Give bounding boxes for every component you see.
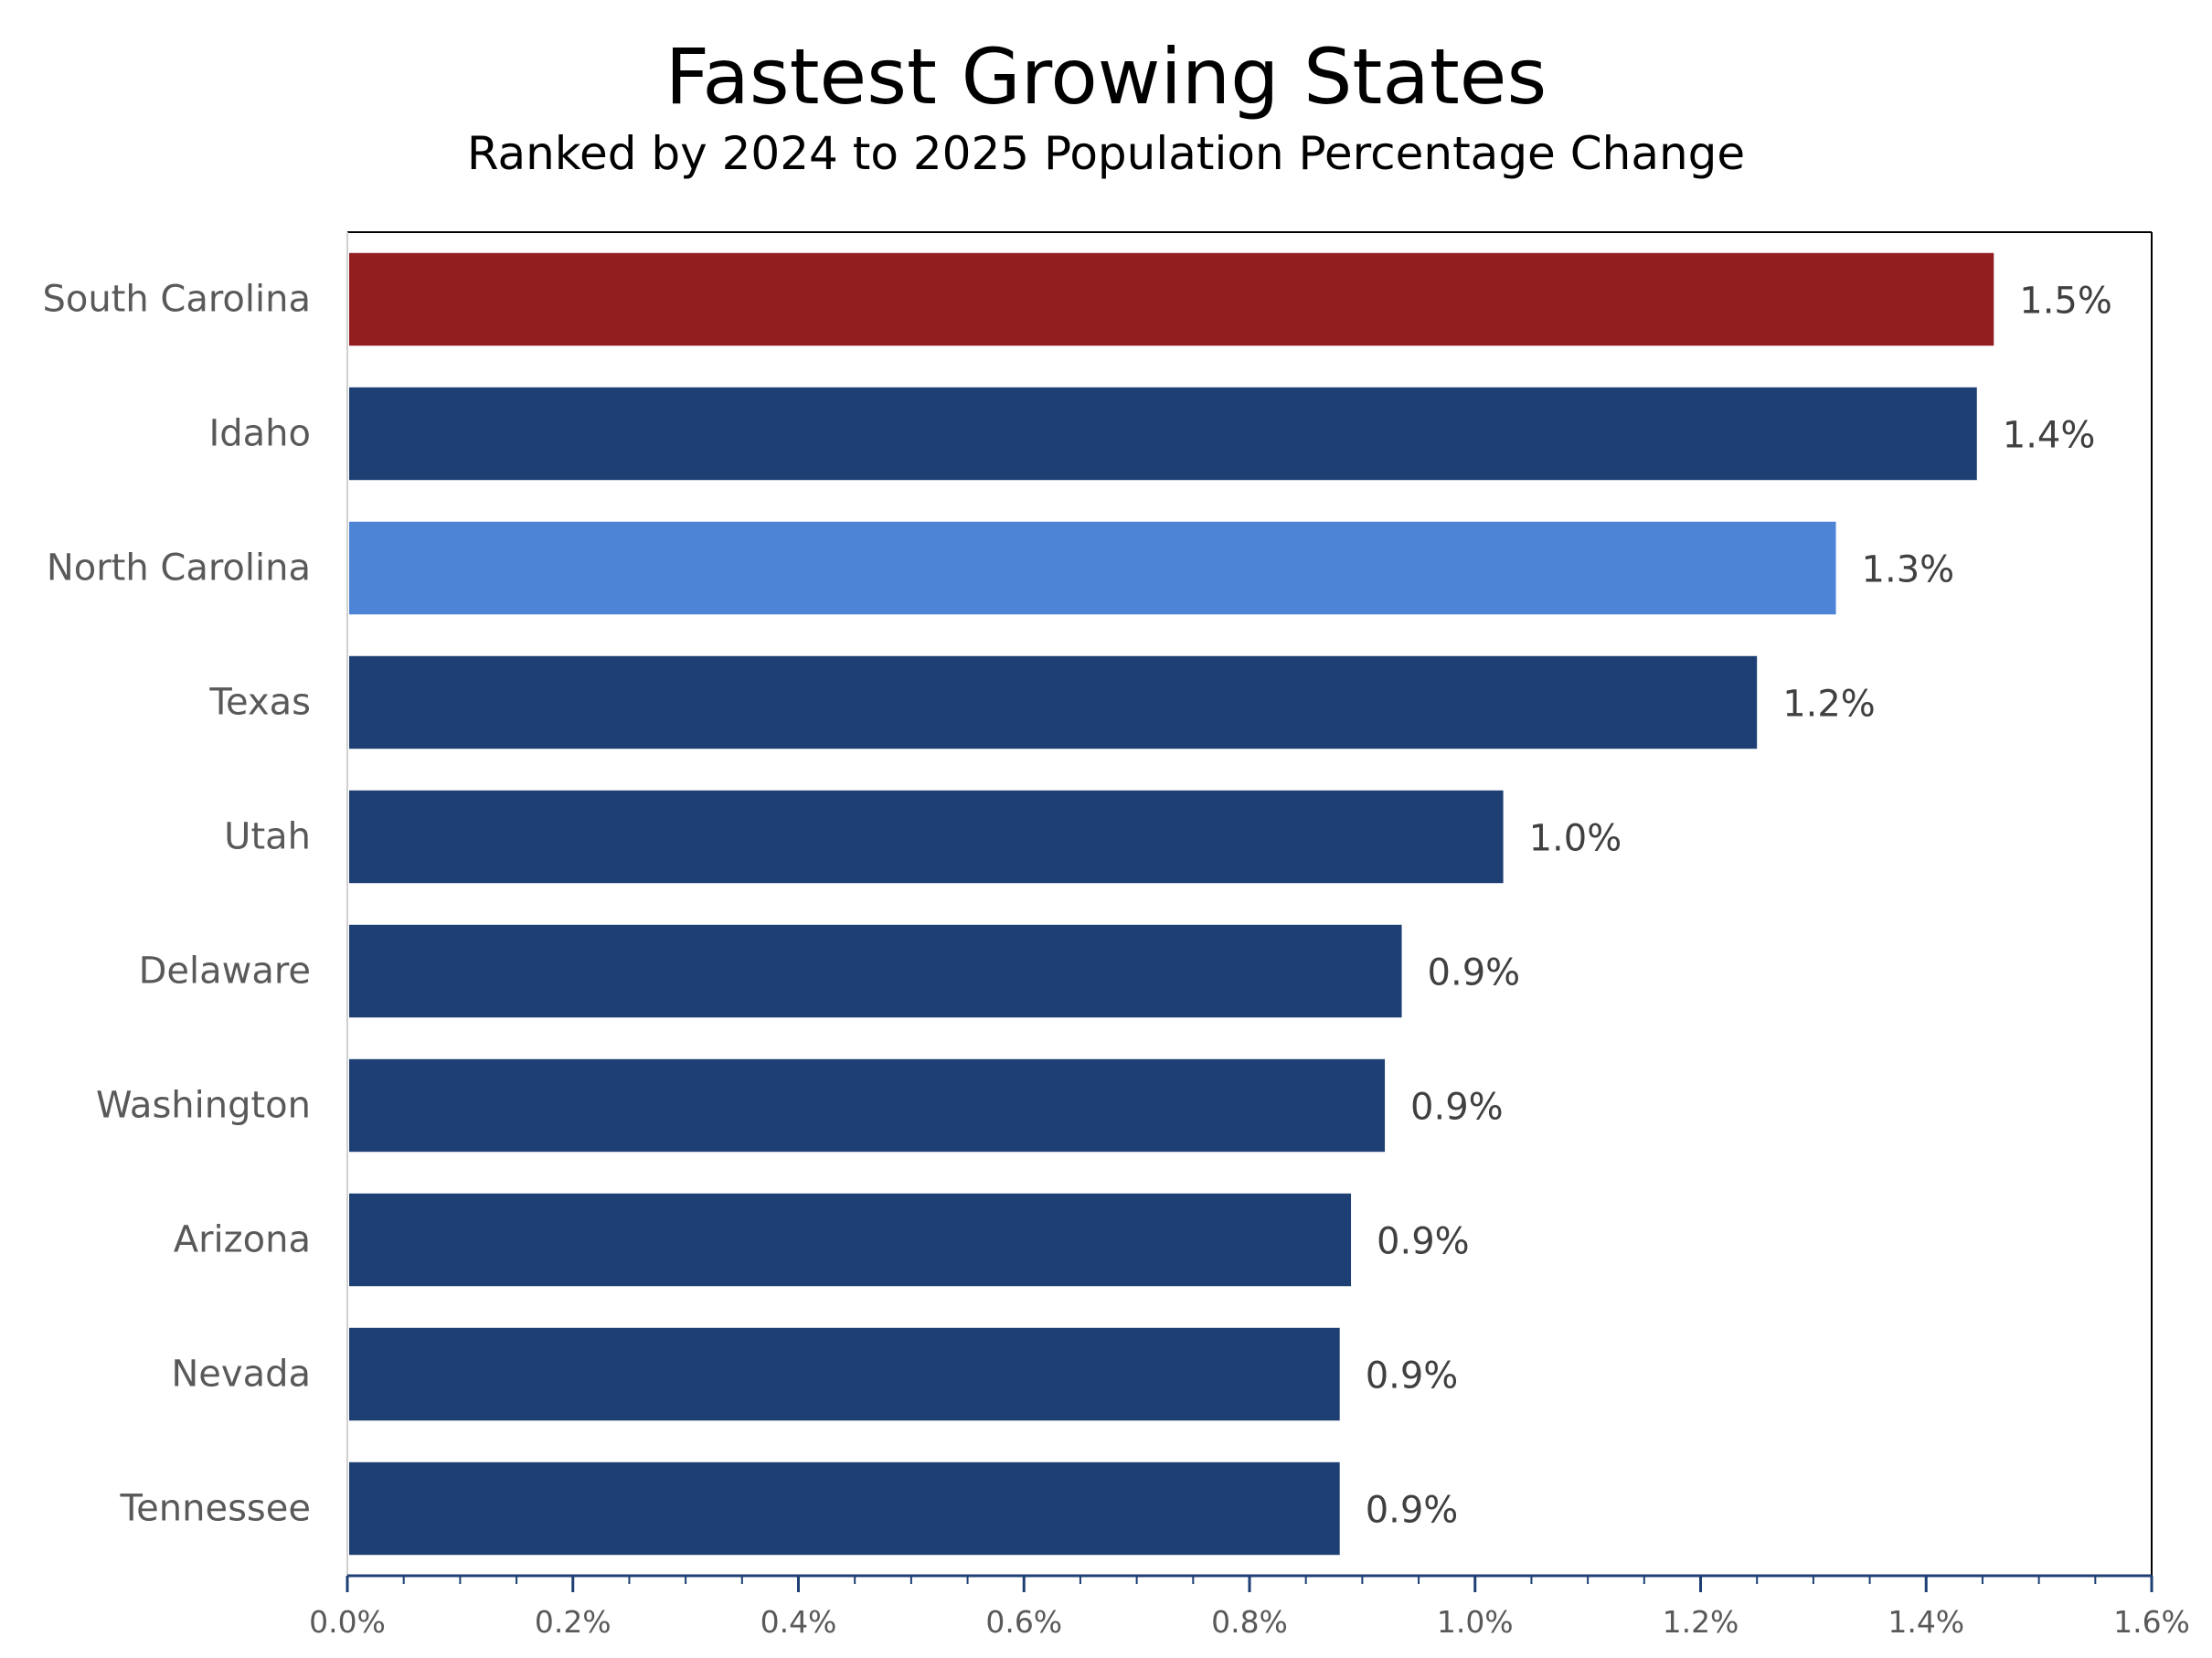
- data-label: 0.9%: [1428, 952, 1521, 994]
- category-label: Utah: [224, 816, 311, 858]
- category-label: Washington: [96, 1085, 311, 1127]
- x-tick-label: 1.4%: [1888, 1604, 1964, 1640]
- data-label: 1.0%: [1529, 818, 1622, 860]
- bar-0: [349, 252, 1994, 346]
- bar-1: [349, 387, 1977, 481]
- chart-subtitle: Ranked by 2024 to 2025 Population Percen…: [466, 127, 1746, 180]
- x-tick-label: 1.2%: [1663, 1604, 1739, 1640]
- category-label: South Carolina: [42, 279, 311, 321]
- labels-layer: South Carolina 1.5% Idaho 1.4% North Carolin…: [42, 279, 2111, 1532]
- x-axis: 0.0% 0.2% 0.4% 0.6% 0.8% 1.0% 1.2% 1.4% 1.6%: [309, 231, 2190, 1640]
- x-tick-label: 0.8%: [1211, 1604, 1288, 1640]
- data-label: 1.2%: [1782, 684, 1876, 726]
- category-label: Nevada: [171, 1354, 311, 1396]
- bar-2: [349, 521, 1836, 615]
- bar-9: [349, 1461, 1340, 1556]
- bar-6: [349, 1058, 1386, 1153]
- category-label: Idaho: [208, 413, 311, 455]
- category-label: North Carolina: [47, 547, 311, 590]
- bar-8: [349, 1327, 1340, 1421]
- data-label: 0.9%: [1366, 1355, 1459, 1398]
- bar-5: [349, 924, 1402, 1018]
- x-tick-label: 1.6%: [2113, 1604, 2190, 1640]
- bar-4: [349, 790, 1504, 884]
- data-label: 0.9%: [1410, 1087, 1504, 1129]
- x-tick-label: 0.2%: [535, 1604, 611, 1640]
- x-tick-label: 0.0%: [309, 1604, 386, 1640]
- x-tick-label: 0.6%: [985, 1604, 1062, 1640]
- category-label: Delaware: [139, 951, 311, 993]
- category-label: Texas: [208, 682, 311, 724]
- data-label: 1.5%: [2019, 281, 2112, 323]
- category-label: Arizona: [174, 1219, 311, 1261]
- bar-3: [349, 655, 1758, 749]
- data-label: 1.4%: [2003, 415, 2096, 457]
- category-label: Tennessee: [120, 1488, 311, 1530]
- bars-layer: [349, 252, 1994, 1556]
- x-tick-label: 0.4%: [760, 1604, 837, 1640]
- data-label: 0.9%: [1366, 1490, 1459, 1532]
- chart-title: Fastest Growing States: [665, 32, 1547, 122]
- x-tick-label: 1.0%: [1437, 1604, 1514, 1640]
- bar-7: [349, 1193, 1352, 1287]
- data-label: 0.9%: [1377, 1221, 1470, 1263]
- data-label: 1.3%: [1862, 549, 1955, 591]
